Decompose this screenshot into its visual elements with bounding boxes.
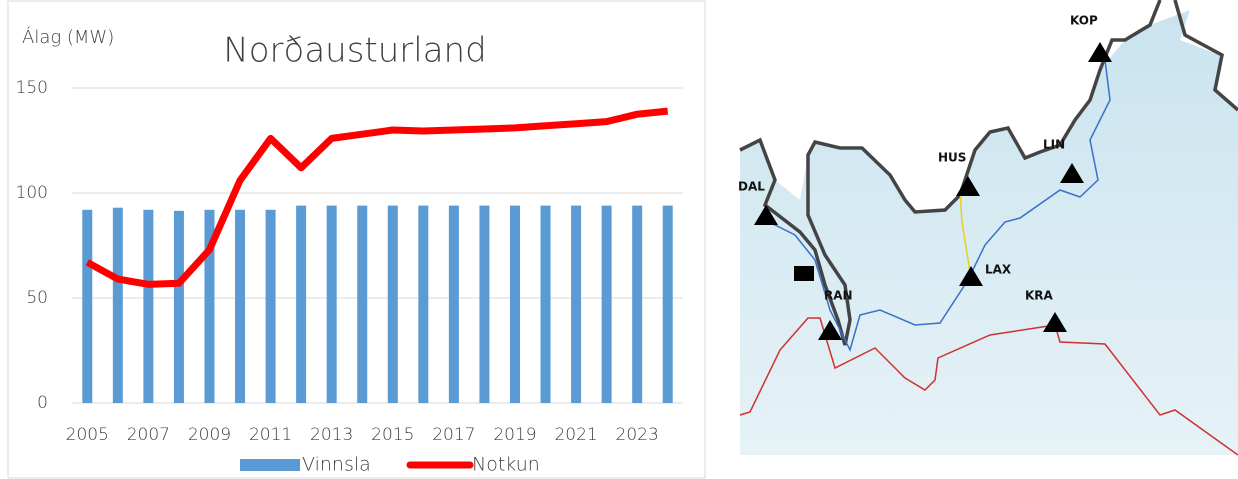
station: [1043, 312, 1067, 332]
y-tick-label: 0: [37, 393, 48, 413]
map-label: DAL: [738, 180, 765, 194]
bar: [387, 205, 398, 403]
y-axis-label: Álag (MW): [22, 26, 114, 48]
station: [818, 320, 842, 340]
map-label: KOP: [1070, 14, 1098, 28]
station: [754, 205, 778, 225]
bar: [204, 209, 215, 403]
x-tick-label: 2005: [66, 425, 109, 445]
chart-title: Norðausturland: [223, 31, 486, 71]
station: [959, 266, 983, 286]
station: [956, 176, 980, 196]
map-label: LAX: [985, 263, 1012, 277]
bar: [509, 205, 520, 403]
x-tick-label: 2023: [616, 425, 659, 445]
legend-label: Notkun: [472, 454, 540, 476]
map: KOP HUS LIN DAL LAX RAN KRA: [738, 0, 1238, 456]
legend-swatch: [240, 459, 300, 471]
x-tick-label: 2013: [310, 425, 353, 445]
x-tick-label: 2015: [371, 425, 414, 445]
bar: [326, 205, 337, 403]
x-tick-label: 2007: [127, 425, 170, 445]
red-line: [739, 317, 1238, 456]
map-label: KRA: [1025, 289, 1054, 303]
map-label: LIN: [1043, 138, 1065, 152]
bar: [143, 209, 154, 403]
bar: [662, 205, 673, 403]
plot: 0 50 100 150 2005 2007 2009 2011 2013 2015 2017 201…: [16, 78, 683, 476]
bar: [173, 210, 184, 403]
station-square: [794, 266, 814, 281]
land: [740, 0, 1150, 212]
station: [1088, 42, 1112, 62]
x-tick-label: 2021: [554, 425, 597, 445]
bar: [82, 209, 93, 403]
y-tick-label: 150: [16, 78, 48, 98]
y-tick-label: 50: [26, 288, 48, 308]
bar: [235, 209, 246, 403]
bar: [448, 205, 459, 403]
line: [85, 107, 669, 288]
bar: [601, 205, 612, 403]
x-tick-label: 2011: [249, 425, 292, 445]
coastline: [739, 0, 1238, 346]
bar: [418, 205, 429, 403]
bar: [540, 205, 551, 403]
y-tick-label: 100: [16, 183, 48, 203]
bar: [632, 205, 643, 403]
station: [1060, 163, 1084, 183]
yellow-line: [959, 189, 971, 273]
x-tick-label: 2017: [432, 425, 475, 445]
x-tick-label: 2009: [188, 425, 231, 445]
bar: [479, 205, 490, 403]
bar: [571, 205, 582, 403]
chart-frame: [7, 0, 706, 479]
stations: [754, 42, 1112, 340]
bar: [265, 209, 276, 403]
map-label: RAN: [824, 289, 853, 303]
legend-label: Vinnsla: [302, 454, 371, 476]
bar: [296, 205, 307, 403]
bar: [357, 205, 368, 403]
x-tick-label: 2019: [493, 425, 536, 445]
bar: [112, 207, 123, 403]
map-label: HUS: [938, 151, 966, 165]
